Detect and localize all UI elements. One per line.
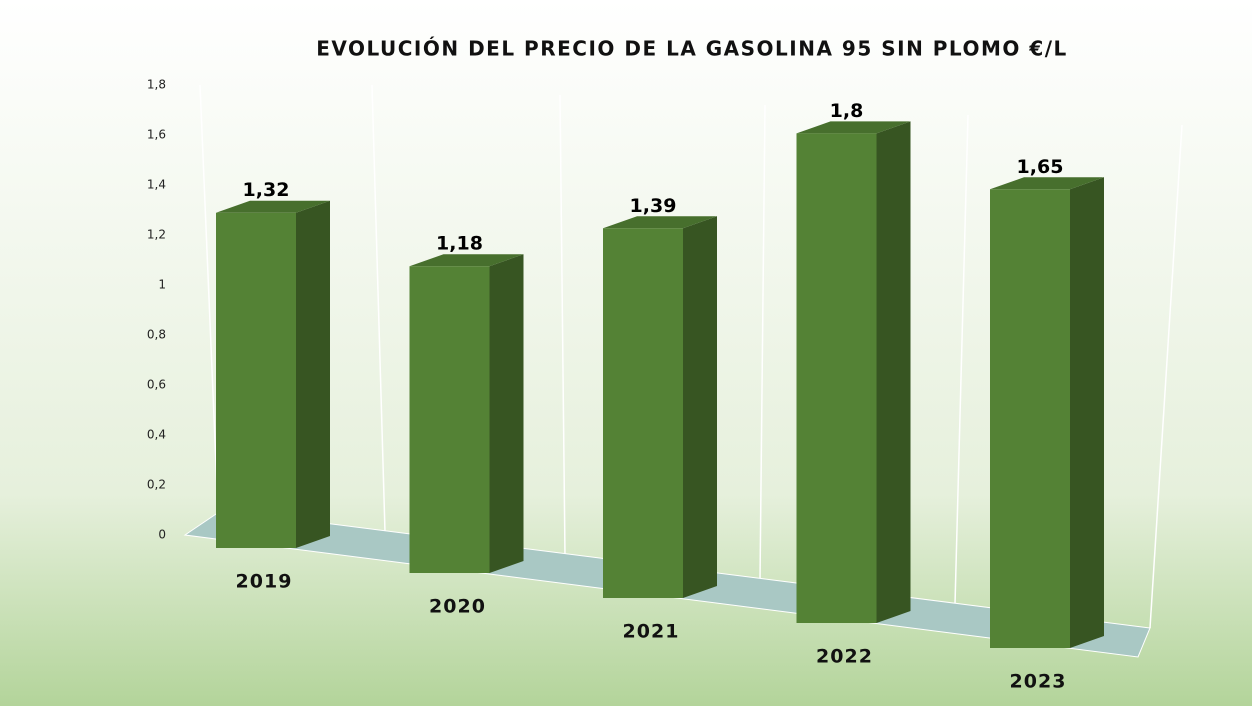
value-label: 1,65 xyxy=(1017,156,1064,178)
chart-title: EVOLUCIÓN DEL PRECIO DE LA GASOLINA 95 S… xyxy=(316,37,1068,61)
bar-side xyxy=(683,216,717,598)
bar-side xyxy=(296,200,330,548)
bar xyxy=(796,121,911,624)
bar-top xyxy=(216,200,330,213)
bar-side xyxy=(1070,177,1104,649)
y-tick-label: 1,4 xyxy=(147,178,166,192)
bar-front xyxy=(216,212,296,548)
value-label: 1,18 xyxy=(436,233,483,255)
value-label: 1,8 xyxy=(830,100,864,122)
x-tick-label: 2023 xyxy=(1010,671,1067,693)
value-label: 1,32 xyxy=(243,179,290,201)
bar-front xyxy=(990,189,1070,649)
bar-front xyxy=(409,266,490,573)
bar-top xyxy=(603,216,717,229)
y-tick-label: 1,2 xyxy=(147,228,166,242)
y-tick-label: 0 xyxy=(158,528,166,542)
y-tick-label: 0,6 xyxy=(147,378,166,392)
bar xyxy=(216,200,330,548)
bar-top xyxy=(796,121,911,134)
y-tick-label: 0,8 xyxy=(147,328,166,342)
bar-side xyxy=(876,121,911,624)
wall-lines xyxy=(199,84,1183,629)
bar-front xyxy=(796,133,877,623)
bar xyxy=(603,216,717,598)
y-tick-label: 0,4 xyxy=(147,428,166,442)
bar-top xyxy=(409,254,524,267)
bar xyxy=(409,254,524,573)
x-tick-label: 2021 xyxy=(623,621,680,643)
y-tick-label: 1 xyxy=(158,278,166,292)
y-tick-label: 0,2 xyxy=(147,478,166,492)
x-tick-label: 2022 xyxy=(816,646,873,668)
x-tick-label: 2019 xyxy=(236,571,293,593)
y-tick-label: 1,6 xyxy=(147,128,166,142)
value-label: 1,39 xyxy=(630,195,677,217)
bar-front xyxy=(603,228,683,598)
bar-side xyxy=(489,254,524,573)
bar-top xyxy=(990,177,1104,190)
bar xyxy=(990,177,1104,649)
y-tick-label: 1,8 xyxy=(147,78,166,92)
x-tick-label: 2020 xyxy=(429,596,486,618)
